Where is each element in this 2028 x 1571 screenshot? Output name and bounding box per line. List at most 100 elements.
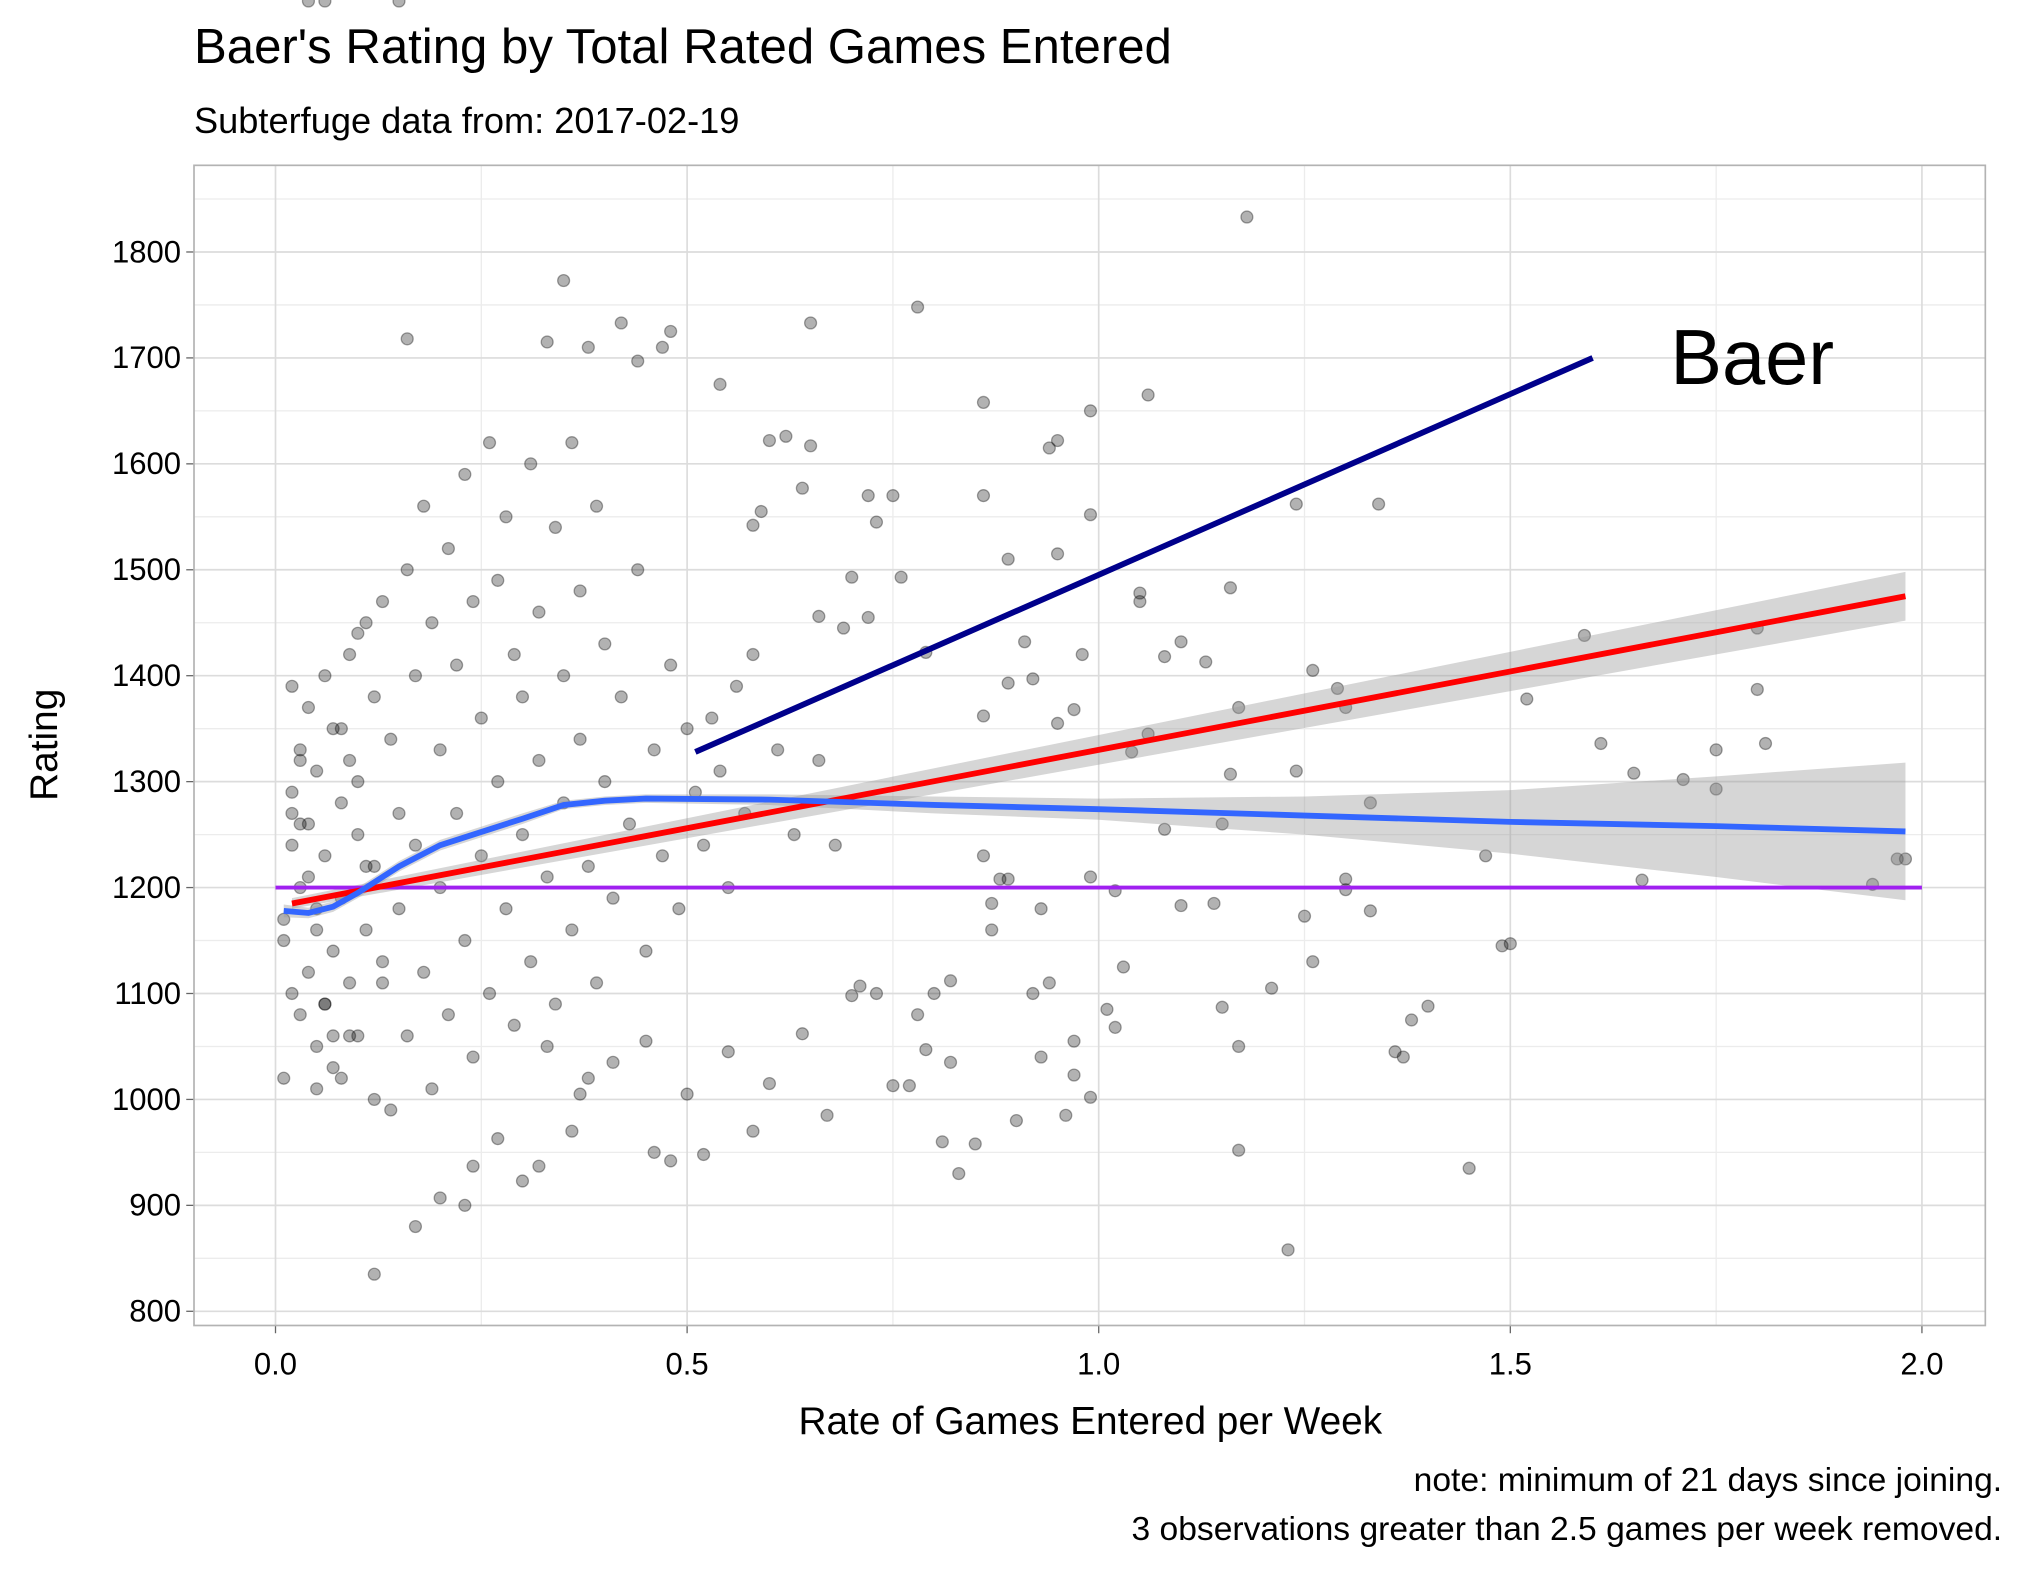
point [1083,870,1098,884]
point [1306,955,1320,969]
point [589,976,604,990]
point [433,743,447,757]
point [787,828,801,842]
x-tick-label: 0.0 [254,1347,297,1382]
point [1067,703,1081,717]
point [1026,986,1040,1001]
point [705,711,719,725]
point [1520,692,1534,706]
point [1050,433,1065,448]
point [351,1029,365,1043]
point [441,541,455,556]
point [1141,388,1155,402]
point [417,965,431,979]
point [1050,547,1065,561]
point [573,1087,587,1101]
point [392,806,406,821]
point [655,849,670,863]
point [1042,976,1056,990]
point [400,563,414,577]
point [845,989,859,1003]
point [301,700,316,715]
point [655,340,670,354]
trend-line [291,593,1907,907]
point [664,658,678,672]
annotation: Baer [1670,315,1834,401]
point [301,965,316,979]
point [1108,1020,1122,1034]
point [285,785,299,799]
point [1157,650,1172,664]
point [1083,508,1098,522]
point [985,923,999,937]
point [1223,581,1238,595]
point [318,669,332,683]
point [664,324,678,339]
point [869,515,884,529]
point [589,499,604,513]
point [466,594,480,609]
point [1264,981,1279,995]
point [1207,896,1221,911]
point [721,1045,735,1059]
caption: 3 observations greater than 2.5 games pe… [1132,1511,2003,1548]
point [968,1137,982,1151]
point [1890,852,1904,866]
y-tick-label: 1400 [112,658,181,693]
point [425,616,439,630]
point [466,1050,480,1064]
point [557,669,571,683]
point [433,1191,447,1205]
point [1495,939,1509,953]
point [573,584,587,598]
chart-title: Baer's Rating by Total Rated Games Enter… [194,20,1172,74]
point [746,518,760,532]
point [614,316,628,330]
point [1034,1050,1048,1064]
point [1635,873,1649,887]
point [902,1079,916,1093]
point [367,690,381,704]
point [1594,736,1608,751]
point [1289,764,1303,778]
caption: note: minimum of 21 days since joining. [1414,1462,2002,1499]
point [491,1132,505,1146]
point [779,429,793,443]
point [1462,1161,1476,1175]
point [310,923,324,937]
point [771,743,785,757]
point [836,621,851,635]
point [557,273,571,288]
point [976,489,991,503]
point [1363,904,1377,918]
point [548,997,562,1011]
point [1421,999,1435,1013]
point [491,775,505,789]
point [359,859,373,873]
point [351,626,365,640]
point [803,439,818,453]
point [943,974,958,988]
point [1215,817,1229,831]
point [458,467,472,482]
point [326,1029,340,1043]
point [1479,849,1493,863]
point [729,679,744,693]
point [795,1027,809,1041]
point [952,1166,966,1181]
point [803,316,818,330]
point [450,806,464,821]
point [1059,1108,1073,1122]
point [1297,909,1312,923]
point [375,594,390,609]
point [672,902,686,916]
y-tick-label: 1200 [112,870,181,905]
point [746,647,760,662]
y-tick-label: 900 [129,1188,181,1223]
point [812,753,826,768]
point [581,1071,595,1085]
point [713,764,727,778]
point [532,605,546,619]
point [318,0,332,8]
point [425,1082,439,1096]
